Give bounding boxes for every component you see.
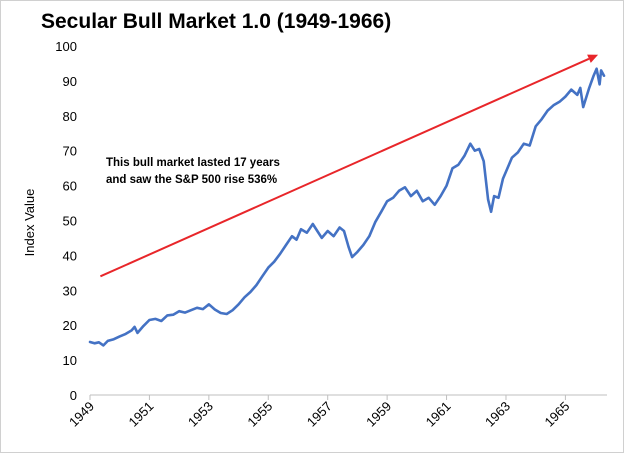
x-tick-label: 1959 <box>363 399 394 430</box>
series-group <box>88 67 606 347</box>
chart-title: Secular Bull Market 1.0 (1949-1966) <box>41 10 392 33</box>
y-tick-label: 0 <box>70 388 77 403</box>
y-tick-label: 80 <box>63 109 77 124</box>
y-tick-label: 40 <box>63 248 77 263</box>
y-tick-label: 70 <box>63 144 77 159</box>
x-tick-label: 1963 <box>482 399 513 430</box>
y-tick-label: 90 <box>63 74 77 89</box>
y-tick-label: 20 <box>63 318 77 333</box>
y-tick-label: 10 <box>63 353 77 368</box>
x-tick-label: 1951 <box>125 399 156 430</box>
y-tick-label: 30 <box>63 283 77 298</box>
y-tick-label: 50 <box>63 214 77 229</box>
x-tick-label: 1957 <box>304 399 335 430</box>
y-tick-label: 100 <box>55 39 77 54</box>
trend-arrow-line <box>99 57 590 278</box>
y-axis-label: Index Value <box>22 189 37 257</box>
trend-arrow-head <box>587 54 599 63</box>
x-tick-label: 1961 <box>423 399 454 430</box>
series-line <box>88 67 606 347</box>
annotation-line: and saw the S&P 500 rise 536% <box>106 174 277 186</box>
axes: 0 10 20 30 40 50 60 70 80 90 100 1949 1951 1953 1955 19… <box>22 39 607 430</box>
overlay: This bull market lasted 17 years and saw … <box>99 54 599 278</box>
x-tick-label: 1953 <box>185 399 216 430</box>
annotation-line: This bull market lasted 17 years <box>106 157 280 169</box>
x-tick-label: 1955 <box>244 399 275 430</box>
x-tick-label: 1949 <box>66 399 97 430</box>
y-tick-label: 60 <box>63 179 77 194</box>
x-tick-label: 1965 <box>541 399 572 430</box>
